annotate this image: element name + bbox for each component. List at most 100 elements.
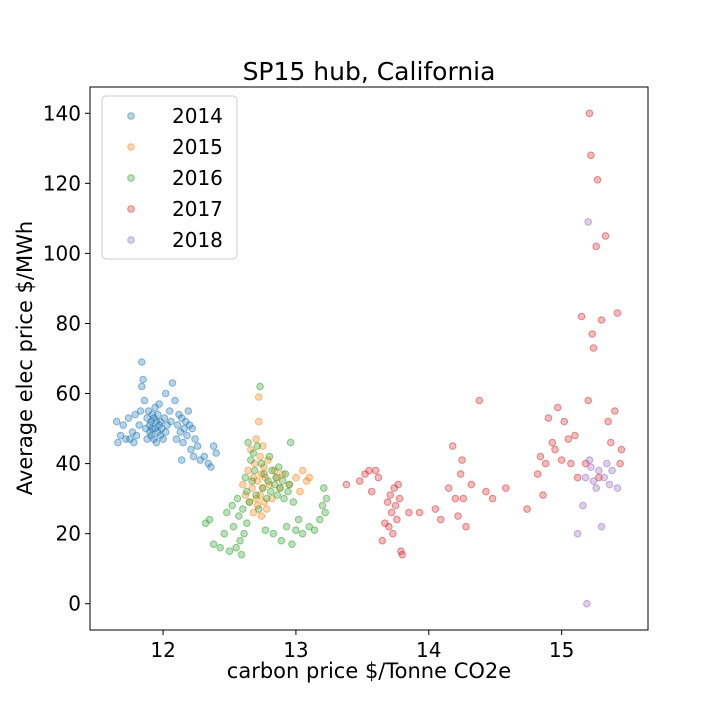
point-2017-26: [448, 442, 457, 450]
point-2016-50: [285, 480, 294, 489]
point-2014-34: [154, 410, 162, 419]
point-2017-27: [451, 494, 460, 503]
point-2017-20: [398, 550, 407, 559]
point-2016-41: [273, 491, 282, 499]
point-2018-1: [579, 501, 587, 510]
point-2017-70: [617, 445, 626, 454]
point-2014-62: [188, 424, 197, 433]
point-2015-0: [239, 480, 247, 489]
point-2016-34: [264, 477, 272, 485]
point-2017-49: [564, 435, 573, 443]
point-2017-68: [613, 309, 622, 317]
point-2016-2: [209, 540, 218, 549]
legend-label-2014: 2014: [172, 104, 223, 128]
point-2016-59: [316, 515, 324, 524]
point-2016-30: [258, 484, 267, 492]
point-2016-12: [236, 536, 244, 545]
point-2018-10: [597, 522, 606, 531]
point-2017-29: [456, 470, 465, 478]
point-2016-39: [270, 480, 279, 489]
point-2014-64: [191, 435, 199, 443]
point-2017-39: [533, 470, 542, 478]
point-2017-18: [395, 494, 404, 503]
point-2016-31: [260, 470, 268, 478]
point-2014-32: [152, 438, 161, 447]
point-2014-61: [187, 445, 195, 454]
point-2017-13: [389, 529, 397, 538]
point-2014-3: [119, 421, 127, 429]
point-2017-38: [523, 505, 531, 513]
plot-frame: [89, 86, 649, 631]
point-2014-14: [138, 358, 146, 366]
point-2015-2: [244, 466, 252, 475]
point-2017-48: [560, 417, 569, 426]
point-2016-10: [233, 494, 242, 503]
legend-marker-2014: [127, 112, 135, 120]
point-2017-17: [394, 480, 403, 489]
y-axis-label: Average elec price $/MWh: [13, 221, 37, 495]
x-axis-label: carbon price $/Tonne CO2e: [227, 659, 511, 683]
point-2017-23: [431, 505, 440, 513]
ticks-layer: 12 13 14 15 0 20 40 60 80 100 120 140: [43, 101, 575, 662]
legend-marker-2018: [127, 236, 135, 244]
point-2015-7: [249, 508, 258, 517]
point-2015-24: [262, 505, 271, 513]
legend-marker-2017: [127, 205, 135, 213]
x-tick-label-15: 15: [549, 638, 574, 662]
point-2018-15: [613, 484, 622, 492]
point-2016-40: [272, 473, 280, 482]
point-2018-3: [583, 599, 591, 608]
chart-title: SP15 hub, California: [243, 57, 496, 86]
point-2014-58: [183, 431, 191, 440]
point-2014-63: [189, 452, 198, 461]
point-2015-18: [257, 512, 266, 520]
point-2017-59: [589, 344, 598, 352]
point-2016-51: [286, 438, 295, 447]
point-2016-60: [318, 501, 327, 510]
point-2014-13: [138, 382, 146, 391]
point-2016-58: [310, 526, 319, 535]
point-2017-45: [551, 445, 559, 454]
point-2014-2: [116, 431, 125, 440]
point-2017-30: [458, 456, 466, 464]
point-2018-4: [584, 218, 593, 226]
point-2017-10: [385, 522, 393, 531]
point-2016-61: [320, 484, 328, 492]
point-2017-67: [611, 407, 619, 415]
point-2016-1: [205, 515, 214, 524]
point-2017-52: [573, 473, 582, 482]
point-2015-10: [252, 435, 260, 443]
point-2017-65: [604, 417, 612, 426]
point-2016-38: [269, 529, 278, 538]
point-2018-5: [585, 456, 594, 464]
point-2015-34: [296, 487, 304, 496]
point-2016-54: [292, 526, 300, 535]
point-2017-22: [415, 508, 424, 517]
point-2015-11: [253, 477, 262, 485]
legend-marker-2016: [127, 174, 135, 182]
point-2016-43: [276, 484, 284, 492]
points-layer: [112, 109, 626, 608]
legend-marker-2015: [127, 143, 135, 151]
y-tick-label-100: 100: [43, 241, 81, 265]
point-2014-56: [180, 424, 189, 433]
point-2014-42: [161, 389, 170, 398]
point-2014-40: [159, 435, 167, 443]
point-2017-36: [488, 494, 497, 503]
point-2016-45: [278, 477, 287, 485]
point-2016-26: [253, 442, 262, 450]
point-2016-62: [321, 508, 330, 517]
point-2014-8: [130, 438, 138, 447]
point-2016-7: [228, 501, 236, 510]
point-2016-16: [241, 473, 250, 482]
legend: 2014 2015 2016 2017 2018: [101, 95, 238, 260]
point-2016-28: [256, 382, 264, 391]
point-2016-17: [243, 519, 251, 528]
point-2015-27: [268, 494, 276, 503]
point-2017-53: [577, 312, 586, 321]
y-tick-label-40: 40: [56, 452, 81, 476]
point-2016-21: [247, 456, 255, 464]
y-tick-label-140: 140: [43, 101, 81, 125]
point-2018-8: [592, 484, 601, 492]
